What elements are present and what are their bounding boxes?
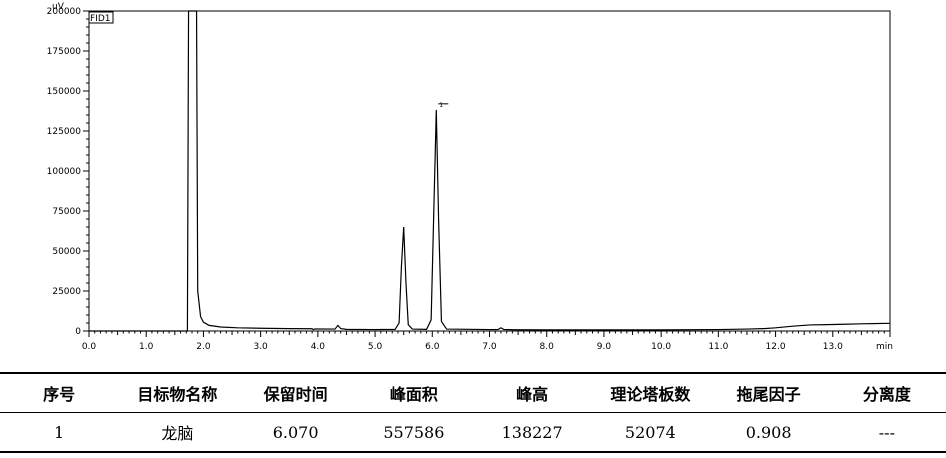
table-row: 1 龙脑 6.070 557586 138227 52074 0.908 --- xyxy=(0,412,946,453)
x-tick-label: 10.0 xyxy=(651,342,671,352)
header-peak-area: 峰面积 xyxy=(354,372,473,413)
y-tick-label: 175000 xyxy=(47,47,82,57)
y-tick-label: 50000 xyxy=(52,247,81,257)
y-tick-label: 125000 xyxy=(47,127,82,137)
header-theoretical-plates: 理论塔板数 xyxy=(591,372,710,413)
x-tick-label: 12.0 xyxy=(766,342,786,352)
header-resolution: 分离度 xyxy=(827,372,946,413)
header-peak-height: 峰高 xyxy=(473,372,592,413)
cell-theoretical-plates: 52074 xyxy=(591,412,710,453)
x-tick-label: 8.0 xyxy=(540,342,555,352)
x-tick-label: 5.0 xyxy=(368,342,383,352)
y-tick-label: 200000 xyxy=(47,7,82,17)
results-table: 序号 目标物名称 保留时间 峰面积 峰高 理论塔板数 拖尾因子 分离度 1 龙脑… xyxy=(0,372,946,453)
y-axis-unit-label: uV xyxy=(52,2,65,12)
cell-peak-height: 138227 xyxy=(473,412,592,453)
x-tick-label: 13.0 xyxy=(823,342,843,352)
y-tick-label: 150000 xyxy=(47,87,82,97)
header-tailing-factor: 拖尾因子 xyxy=(709,372,828,413)
y-tick-label: 25000 xyxy=(52,287,81,297)
peak-marker-label: 1 xyxy=(439,102,443,109)
header-compound-name: 目标物名称 xyxy=(118,372,237,413)
x-tick-label: 9.0 xyxy=(597,342,612,352)
chromatogram-trace xyxy=(89,10,891,332)
cell-retention-time: 6.070 xyxy=(236,412,355,453)
cell-peak-area: 557586 xyxy=(354,412,473,453)
y-tick-label: 75000 xyxy=(52,207,81,217)
x-tick-label: 3.0 xyxy=(253,342,268,352)
cell-index: 1 xyxy=(0,412,119,453)
cell-compound-name: 龙脑 xyxy=(118,412,237,453)
y-tick-label: 0 xyxy=(75,327,81,337)
cell-resolution: --- xyxy=(827,412,946,453)
x-tick-label: 1.0 xyxy=(139,342,154,352)
x-tick-label: 11.0 xyxy=(708,342,728,352)
x-tick-label: 6.0 xyxy=(425,342,440,352)
table-header-row: 序号 目标物名称 保留时间 峰面积 峰高 理论塔板数 拖尾因子 分离度 xyxy=(0,372,946,413)
detector-label: FID1 xyxy=(90,14,111,24)
x-tick-label: 2.0 xyxy=(196,342,211,352)
header-retention-time: 保留时间 xyxy=(236,372,355,413)
plot-frame xyxy=(88,10,891,332)
chromatogram-chart: 0.0 1.0 2.0 3.0 4.0 5.0 6.0 7.0 8.0 9.0 10.0 11.0 12… xyxy=(47,2,893,352)
header-index: 序号 xyxy=(0,372,119,413)
detector-label-box xyxy=(88,11,114,24)
x-axis-unit-label: min xyxy=(876,342,893,352)
x-tick-label: 0.0 xyxy=(82,342,97,352)
x-tick-label: 4.0 xyxy=(311,342,326,352)
y-tick-label: 100000 xyxy=(47,167,82,177)
cell-tailing-factor: 0.908 xyxy=(709,412,828,453)
x-tick-label: 7.0 xyxy=(482,342,497,352)
